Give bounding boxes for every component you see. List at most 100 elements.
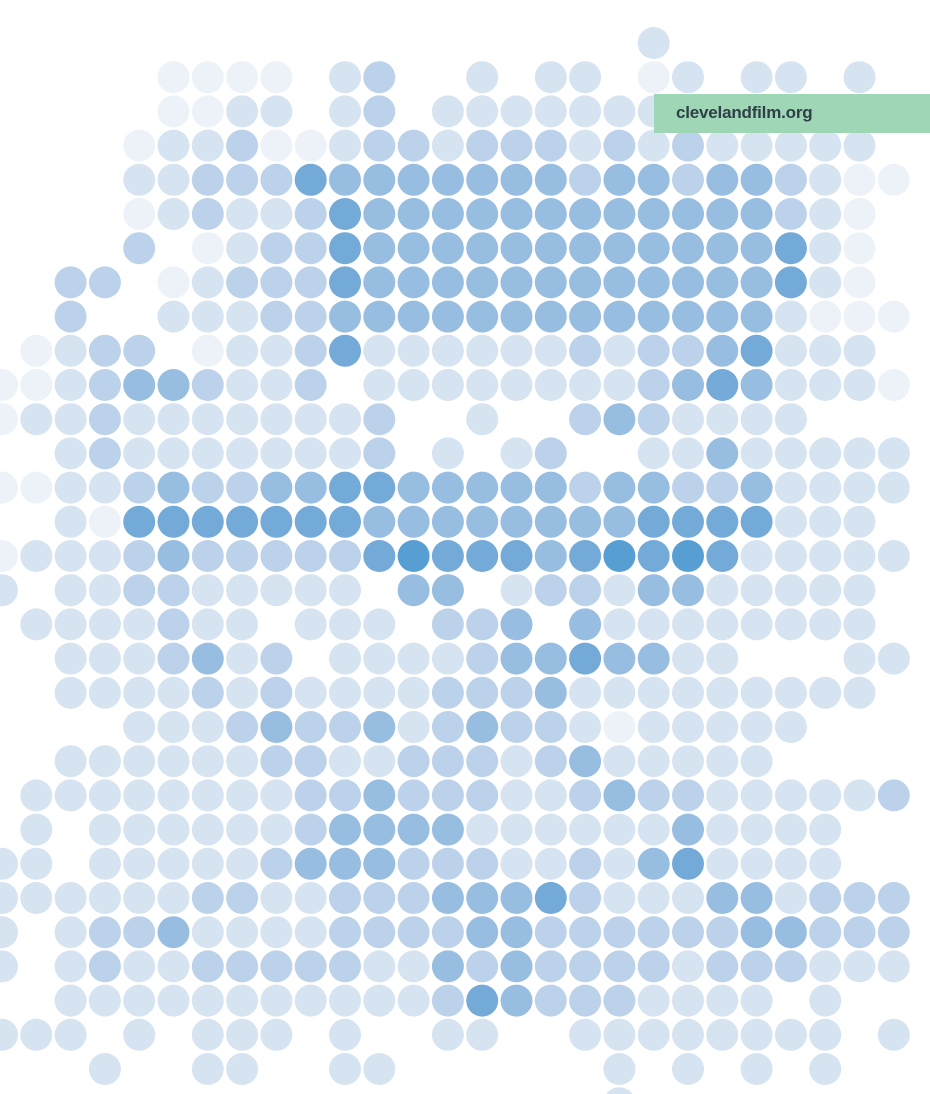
dot xyxy=(0,916,18,948)
dot xyxy=(672,985,704,1017)
dot xyxy=(55,437,87,469)
dot xyxy=(638,916,670,948)
dot xyxy=(569,164,601,196)
dot xyxy=(329,1019,361,1051)
dot xyxy=(569,985,601,1017)
dot xyxy=(844,574,876,606)
dot xyxy=(432,232,464,264)
dot xyxy=(603,1053,635,1085)
dot xyxy=(398,232,430,264)
dot xyxy=(192,882,224,914)
dot xyxy=(260,403,292,435)
dot xyxy=(432,506,464,538)
dot xyxy=(432,369,464,401)
dot xyxy=(398,916,430,948)
dot xyxy=(260,335,292,367)
dot xyxy=(363,643,395,675)
dot xyxy=(20,403,52,435)
dot xyxy=(295,574,327,606)
dot xyxy=(501,643,533,675)
dot xyxy=(466,882,498,914)
dot xyxy=(638,164,670,196)
dot xyxy=(363,301,395,333)
dot xyxy=(329,814,361,846)
dot xyxy=(55,266,87,298)
dot xyxy=(741,814,773,846)
dot xyxy=(363,164,395,196)
dot xyxy=(672,437,704,469)
dot xyxy=(501,232,533,264)
dot xyxy=(0,369,18,401)
dot xyxy=(569,335,601,367)
dot xyxy=(775,711,807,743)
dot xyxy=(329,608,361,640)
dot xyxy=(226,985,258,1017)
dot xyxy=(363,369,395,401)
dot xyxy=(226,335,258,367)
dot xyxy=(158,608,190,640)
dot xyxy=(672,301,704,333)
dot xyxy=(775,779,807,811)
dot xyxy=(878,779,910,811)
dot xyxy=(226,506,258,538)
dot xyxy=(260,266,292,298)
dot xyxy=(672,61,704,93)
dot xyxy=(569,61,601,93)
dot xyxy=(672,266,704,298)
dot xyxy=(741,540,773,572)
dot xyxy=(672,130,704,162)
dot xyxy=(295,779,327,811)
dot xyxy=(123,745,155,777)
dot xyxy=(638,985,670,1017)
dot xyxy=(603,335,635,367)
dot xyxy=(706,882,738,914)
dot xyxy=(20,848,52,880)
dot xyxy=(260,574,292,606)
dot xyxy=(192,232,224,264)
dot xyxy=(706,677,738,709)
dot xyxy=(809,882,841,914)
dot xyxy=(603,403,635,435)
dot xyxy=(878,916,910,948)
dot xyxy=(706,266,738,298)
dot xyxy=(260,882,292,914)
dot xyxy=(20,369,52,401)
dot xyxy=(603,301,635,333)
dot xyxy=(295,848,327,880)
dot xyxy=(672,608,704,640)
dot xyxy=(226,950,258,982)
dot xyxy=(501,950,533,982)
dot xyxy=(809,472,841,504)
dot xyxy=(329,916,361,948)
dot xyxy=(226,540,258,572)
dot xyxy=(260,540,292,572)
dot xyxy=(501,779,533,811)
dot xyxy=(260,198,292,230)
dot xyxy=(123,164,155,196)
dot xyxy=(89,848,121,880)
dot xyxy=(363,130,395,162)
dot xyxy=(226,369,258,401)
dot xyxy=(501,335,533,367)
dot xyxy=(20,335,52,367)
dot xyxy=(363,950,395,982)
dot xyxy=(569,882,601,914)
dot xyxy=(466,232,498,264)
dot xyxy=(398,198,430,230)
dot xyxy=(226,745,258,777)
dot xyxy=(741,711,773,743)
dot xyxy=(158,916,190,948)
dot xyxy=(501,916,533,948)
dot xyxy=(603,779,635,811)
dot xyxy=(329,437,361,469)
dot xyxy=(603,266,635,298)
dot xyxy=(569,711,601,743)
dot xyxy=(260,1019,292,1051)
dot xyxy=(603,540,635,572)
dot xyxy=(55,301,87,333)
dot xyxy=(809,130,841,162)
dot xyxy=(192,779,224,811)
dot xyxy=(260,130,292,162)
dot xyxy=(466,950,498,982)
dot xyxy=(432,540,464,572)
